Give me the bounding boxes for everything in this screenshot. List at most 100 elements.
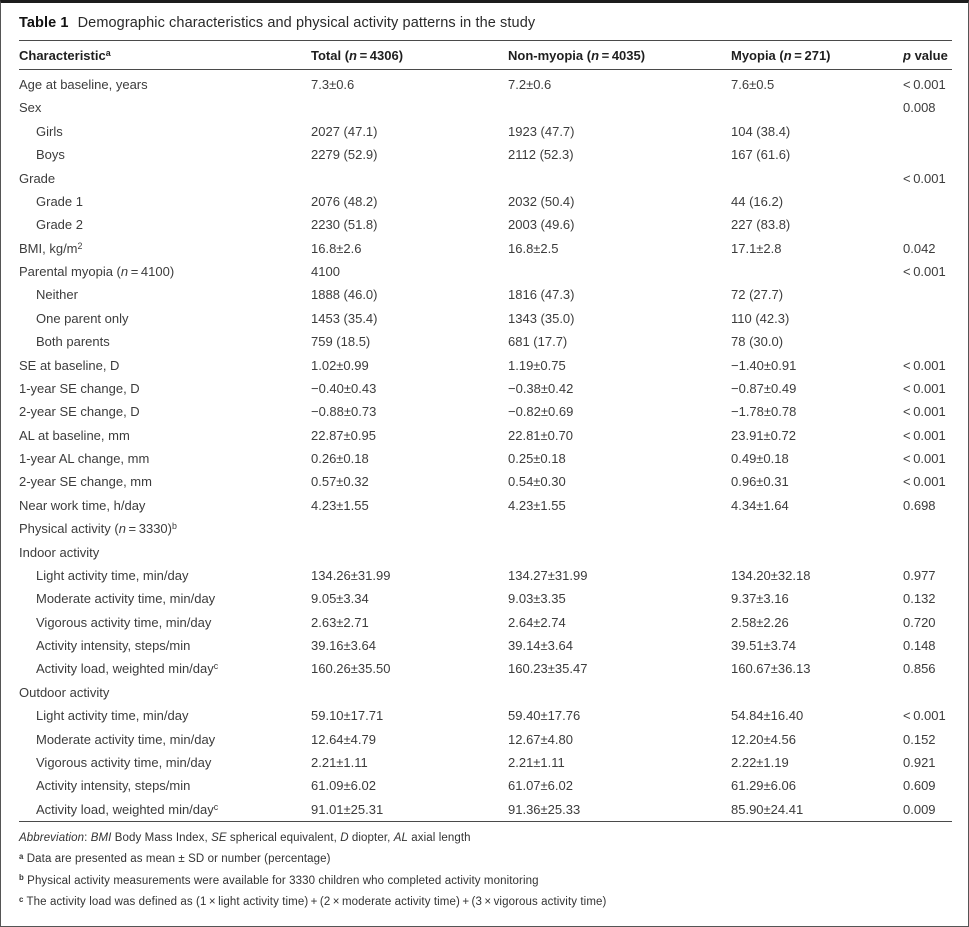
cell-p-value: 0.008	[903, 100, 936, 116]
table-row: Moderate activity time, min/day 12.64±4.…	[19, 727, 952, 750]
cell-non-myopia	[508, 166, 731, 189]
cell-p-value	[903, 330, 952, 353]
cell-total: 4.23±1.55	[311, 497, 369, 513]
cell-characteristic: Grade 2	[36, 217, 83, 233]
table-row: Moderate activity time, min/day 9.05±3.3…	[19, 587, 952, 610]
cell-non-myopia: 16.8±2.5	[508, 240, 559, 256]
column-header-non-myopia: Non-myopia (n = 4035)	[508, 40, 731, 70]
cell-p-value: 0.148	[903, 638, 936, 653]
cell-total	[311, 681, 508, 704]
table-row: Parental myopia (n = 4100) 4100 < 0.001	[19, 260, 952, 283]
cell-p-value: < 0.001	[903, 264, 946, 279]
cell-p-value	[903, 540, 952, 563]
cell-total: 160.26±35.50	[311, 661, 391, 677]
cell-total: −0.88±0.73	[311, 404, 377, 420]
cell-non-myopia	[508, 540, 731, 563]
table-row: AL at baseline, mm 22.87±0.95 22.81±0.70…	[19, 423, 952, 446]
table-row: 2-year SE change, D −0.88±0.73 −0.82±0.6…	[19, 400, 952, 423]
cell-characteristic: 1-year AL change, mm	[19, 451, 150, 466]
cell-myopia: 134.20±32.18	[731, 567, 811, 583]
cell-total: 4100	[311, 264, 340, 279]
cell-total: 59.10±17.71	[311, 708, 384, 724]
cell-non-myopia	[508, 260, 731, 283]
cell-characteristic: Grade 1	[36, 193, 83, 209]
cell-characteristic: Activity load, weighted min/dayc	[36, 661, 219, 677]
demographics-table: Characteristica Total (n = 4306) Non-myo…	[19, 40, 952, 821]
cell-total: 1.02±0.99	[311, 357, 369, 373]
cell-non-myopia: 134.27±31.99	[508, 567, 588, 583]
cell-myopia: 44 (16.2)	[731, 193, 784, 209]
cell-characteristic: AL at baseline, mm	[19, 427, 130, 443]
cell-characteristic: Moderate activity time, min/day	[36, 591, 216, 607]
footnote-a: a Data are presented as mean ± SD or num…	[19, 851, 331, 866]
cell-total: 2076 (48.2)	[311, 193, 378, 209]
cell-p-value: 0.152	[903, 731, 936, 747]
cell-myopia: 72 (27.7)	[731, 287, 784, 303]
cell-characteristic: Light activity time, min/day	[36, 708, 189, 724]
table-row: Physical activity (n = 3330)b	[19, 517, 952, 540]
cell-non-myopia	[508, 681, 731, 704]
table-row: Grade 1 2076 (48.2) 2032 (50.4) 44 (16.2…	[19, 190, 952, 213]
cell-non-myopia: 2.64±2.74	[508, 614, 566, 630]
table-row: One parent only 1453 (35.4) 1343 (35.0) …	[19, 307, 952, 330]
cell-myopia: 85.90±24.41	[731, 801, 804, 817]
cell-myopia: 110 (42.3)	[731, 310, 790, 326]
cell-myopia: −1.40±0.91	[731, 357, 797, 373]
footnote-abbreviation: Abbreviation: BMI Body Mass Index, SE sp…	[19, 831, 471, 844]
table-footnotes: Abbreviation: BMI Body Mass Index, SE sp…	[19, 831, 950, 910]
cell-non-myopia: 22.81±0.70	[508, 427, 573, 443]
table-row: 1-year SE change, D −0.40±0.43 −0.38±0.4…	[19, 377, 952, 400]
table-row: SE at baseline, D 1.02±0.99 1.19±0.75 −1…	[19, 353, 952, 376]
footnote-c: c The activity load was defined as (1 × …	[19, 894, 607, 909]
table-row: Vigorous activity time, min/day 2.63±2.7…	[19, 610, 952, 633]
cell-characteristic: Outdoor activity	[19, 684, 110, 700]
cell-p-value: 0.042	[903, 240, 936, 256]
cell-non-myopia: −0.38±0.42	[508, 380, 574, 396]
cell-p-value	[903, 283, 952, 306]
cell-total: −0.40±0.43	[311, 380, 377, 396]
cell-characteristic: Girls	[36, 123, 63, 139]
cell-non-myopia: 12.67±4.80	[508, 731, 573, 747]
cell-non-myopia: 1816 (47.3)	[508, 287, 575, 303]
cell-characteristic: Vigorous activity time, min/day	[36, 614, 212, 630]
table-row: Light activity time, min/day 134.26±31.9…	[19, 564, 952, 587]
cell-myopia	[731, 260, 903, 283]
column-header-myopia: Myopia (n = 271)	[731, 40, 903, 70]
table-row: Activity intensity, steps/min 39.16±3.64…	[19, 634, 952, 657]
cell-characteristic: BMI, kg/m2	[19, 240, 83, 256]
cell-total: 61.09±6.02	[311, 778, 376, 794]
cell-characteristic: Physical activity (n = 3330)b	[19, 521, 177, 537]
cell-p-value: 0.720	[903, 614, 936, 630]
cell-myopia: 39.51±3.74	[731, 638, 796, 653]
cell-p-value: 0.009	[903, 801, 936, 817]
table-row: Grade 2 2230 (51.8) 2003 (49.6) 227 (83.…	[19, 213, 952, 236]
cell-p-value	[903, 307, 952, 330]
cell-total	[311, 96, 508, 119]
cell-total: 0.57±0.32	[311, 474, 369, 490]
cell-p-value	[903, 213, 952, 236]
cell-p-value: < 0.001	[903, 77, 946, 92]
cell-myopia	[731, 681, 903, 704]
table-row: Girls 2027 (47.1) 1923 (47.7) 104 (38.4)	[19, 120, 952, 143]
cell-non-myopia: 1923 (47.7)	[508, 123, 575, 139]
cell-myopia: 0.49±0.18	[731, 451, 789, 466]
cell-total: 759 (18.5)	[311, 334, 371, 350]
cell-non-myopia: 2.21±1.11	[508, 754, 565, 770]
cell-non-myopia: 61.07±6.02	[508, 778, 573, 794]
table-row: Activity load, weighted min/dayc 160.26±…	[19, 657, 952, 680]
table-body: Age at baseline, years 7.3±0.6 7.2±0.6 7…	[19, 70, 952, 821]
cell-non-myopia: 1343 (35.0)	[508, 310, 575, 326]
cell-characteristic: 2-year SE change, mm	[19, 474, 152, 490]
cell-non-myopia	[508, 517, 731, 540]
cell-p-value: < 0.001	[903, 170, 946, 186]
cell-total: 2.21±1.11	[311, 754, 368, 770]
cell-characteristic: Activity load, weighted min/dayc	[36, 801, 219, 817]
cell-characteristic: Neither	[36, 287, 78, 303]
cell-total: 9.05±3.34	[311, 591, 369, 607]
cell-myopia: 17.1±2.8	[731, 240, 782, 256]
column-header-total: Total (n = 4306)	[311, 40, 508, 70]
table-row: Indoor activity	[19, 540, 952, 563]
cell-total	[311, 517, 508, 540]
table-row: Near work time, h/day 4.23±1.55 4.23±1.5…	[19, 494, 952, 517]
cell-myopia: 2.58±2.26	[731, 614, 789, 630]
